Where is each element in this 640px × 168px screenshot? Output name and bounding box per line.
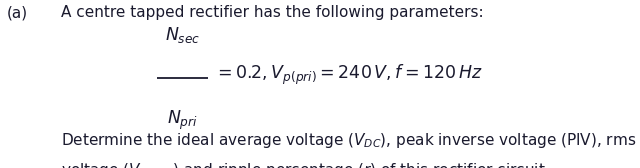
Text: Determine the ideal average voltage ($V_{DC}$), peak inverse voltage (PIV), rms : Determine the ideal average voltage ($V_… xyxy=(61,131,640,150)
Text: $= 0.2, V_{p(pri)} = 240\,V, f = 120\,Hz$: $= 0.2, V_{p(pri)} = 240\,V, f = 120\,Hz… xyxy=(214,63,483,87)
Text: (a): (a) xyxy=(6,5,28,20)
Text: $N_{pri}$: $N_{pri}$ xyxy=(167,109,198,132)
Text: A centre tapped rectifier has the following parameters:: A centre tapped rectifier has the follow… xyxy=(61,5,483,20)
Text: voltage ($V_{r(rms)}$) and ripple percentage ($r$) of this rectifier circuit.: voltage ($V_{r(rms)}$) and ripple percen… xyxy=(61,161,549,168)
Text: $N_{sec}$: $N_{sec}$ xyxy=(164,25,200,45)
